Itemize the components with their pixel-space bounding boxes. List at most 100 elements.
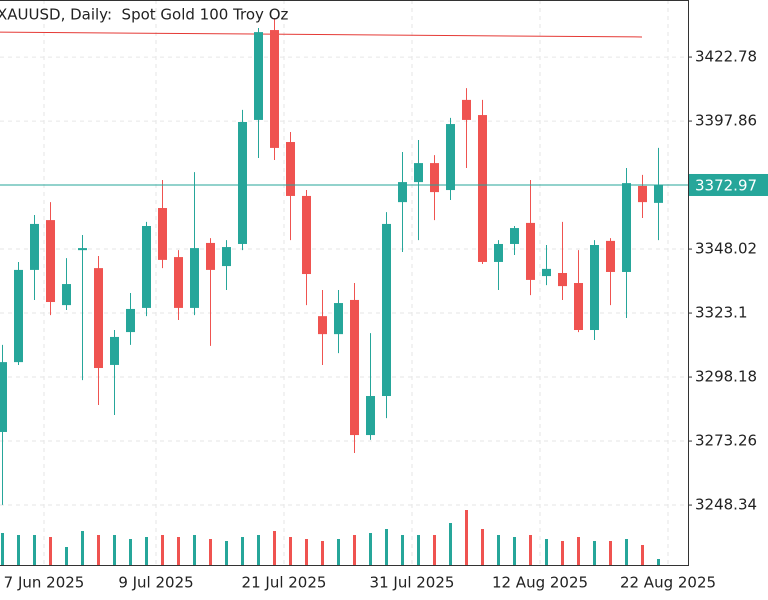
volume-bar [577,537,580,565]
candle-body [398,182,407,203]
candle-body [30,223,39,270]
volume-bar [161,535,164,565]
candle-body [542,268,551,277]
volume-bar [209,539,212,565]
volume-bar [193,535,196,565]
volume-bar [641,545,644,565]
volume-bar [369,533,372,565]
volume-bar [385,529,388,565]
volume-bar [113,535,116,565]
y-tick-label: 3422.78 [695,48,757,66]
candle-body [590,245,599,331]
volume-bar [177,537,180,565]
volume-bar [225,541,228,565]
volume-bar [449,523,452,565]
volume-bar [529,535,532,565]
volume-bar [33,535,36,565]
volume-bar [81,531,84,565]
candle-body [558,272,567,287]
volume-bar [65,547,68,565]
candle-body [142,226,151,308]
candle-body [0,362,7,432]
y-tick-label: 3323.1 [695,304,748,322]
candle-body [158,208,167,260]
volume-bar [353,535,356,565]
candle-body [94,268,103,369]
candle-body [510,228,519,244]
x-tick-label: 21 Jul 2025 [242,574,327,592]
candle-body [638,185,647,203]
y-tick-label: 3273.26 [695,432,757,450]
volume-bar [273,531,276,565]
volume-bar [257,535,260,565]
volume-bar [545,539,548,565]
volume-bar [97,535,100,565]
volume-bar [129,539,132,565]
volume-bar [481,529,484,565]
y-tick-label: 3298.18 [695,368,757,386]
volume-bar [609,541,612,565]
volume-bar [561,541,564,565]
volume-bar [513,537,516,565]
volume-bar [401,535,404,565]
y-tick-label: 3348.02 [695,240,757,258]
volume-bar [17,535,20,565]
candle-body [622,183,631,272]
candle-body [606,240,615,272]
x-tick-label: 31 Jul 2025 [370,574,455,592]
volume-bar [241,537,244,565]
current-price-box [689,173,768,196]
x-tick-label: 9 Jul 2025 [118,574,193,592]
candle-body [414,163,423,183]
y-tick-label: 3248.34 [695,496,757,514]
candle-body [62,284,71,306]
candle-body [190,248,199,308]
volume-bar [321,541,324,565]
candle-body [126,308,135,333]
candle-body [350,299,359,436]
volume-bar [433,535,436,565]
volume-bar [1,533,4,565]
candle-body [654,184,663,203]
candle-body [78,248,87,251]
candle-body [206,242,215,270]
volume-bar [497,535,500,565]
candle-body [110,336,119,365]
candle-body [462,99,471,120]
x-tick-label: 12 Aug 2025 [492,574,588,592]
volume-bar [305,539,308,565]
volume-bar [625,539,628,565]
candle-body [286,142,295,196]
candle-body [318,316,327,335]
y-tick-label: 3397.86 [695,112,757,130]
x-tick-label: 22 Aug 2025 [620,574,716,592]
candle-body [222,247,231,267]
candle-body [334,303,343,335]
candle-body [478,115,487,262]
candle-body [46,220,55,303]
candle-body [382,223,391,397]
volume-bar [337,539,340,565]
x-tick-label: 7 Jun 2025 [4,574,85,592]
volume-bar [657,559,660,565]
volume-bar [417,535,420,565]
candle-body [574,283,583,331]
volume-bar [593,541,596,565]
candle-body [526,222,535,280]
volume-bar [49,537,52,565]
candle-body [446,124,455,191]
candle-body [270,30,279,148]
candle-body [14,269,23,363]
volume-bar [465,510,468,565]
current-price-label: 3372.97 [695,176,757,194]
candle-body [494,243,503,262]
candle-body [174,257,183,308]
volume-bar [145,537,148,565]
candle-body [302,195,311,275]
chart-title: XAUUSD, Daily: Spot Gold 100 Troy Oz [0,6,289,24]
candle-body [366,396,375,436]
volume-bar [289,537,292,565]
overlay-line [0,31,643,38]
